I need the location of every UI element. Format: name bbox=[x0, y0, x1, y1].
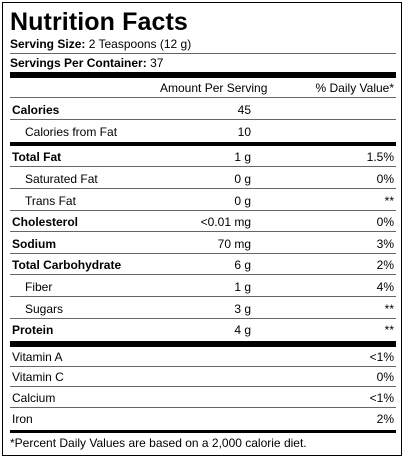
daily-value-footnote: *Percent Daily Values are based on a 2,0… bbox=[10, 436, 307, 450]
nutrient-amount: 6 g bbox=[234, 258, 251, 272]
row-divider bbox=[10, 210, 396, 211]
row-divider bbox=[10, 188, 396, 189]
nutrient-daily-value: 4% bbox=[376, 280, 394, 294]
row-divider bbox=[10, 318, 396, 319]
nutrient-row-sugars: Sugars 3 g ** bbox=[10, 299, 396, 319]
vitamin-daily-value: <1% bbox=[369, 350, 394, 364]
nutrient-row-calories-from-fat: Calories from Fat 10 bbox=[10, 122, 396, 142]
serving-size-label: Serving Size: bbox=[10, 37, 86, 51]
nutrient-name: Fiber bbox=[25, 280, 53, 294]
nutrient-amount: 10 bbox=[237, 125, 251, 139]
servings-per-container-label: Servings Per Container: bbox=[10, 56, 147, 70]
nutrient-amount: 0 g bbox=[234, 172, 251, 186]
nutrient-name: Calories from Fat bbox=[25, 125, 118, 139]
nutrient-name: Cholesterol bbox=[12, 215, 79, 229]
nutrient-amount: 70 mg bbox=[217, 237, 251, 251]
nutrient-name: Total Fat bbox=[12, 150, 62, 164]
thick-divider-calories bbox=[10, 142, 396, 146]
nutrient-row-trans-fat: Trans Fat 0 g ** bbox=[10, 191, 396, 211]
vitamin-name: Vitamin A bbox=[12, 350, 63, 364]
amount-per-serving-header: Amount Per Serving bbox=[160, 81, 268, 95]
row-divider bbox=[10, 366, 396, 367]
nutrient-amount: 45 bbox=[237, 103, 251, 117]
vitamin-daily-value: <1% bbox=[369, 391, 394, 405]
nutrition-facts-label: Nutrition Facts Serving Size: 2 Teaspoon… bbox=[2, 2, 402, 456]
column-header-row: Amount Per Serving % Daily Value* bbox=[10, 78, 396, 98]
nutrient-daily-value: ** bbox=[384, 323, 394, 337]
vitamin-name: Calcium bbox=[12, 391, 56, 405]
row-divider bbox=[10, 119, 396, 120]
nutrient-row-protein: Protein 4 g ** bbox=[10, 320, 396, 340]
vitamin-name: Vitamin C bbox=[12, 370, 64, 384]
row-divider bbox=[10, 296, 396, 297]
row-divider bbox=[10, 97, 396, 98]
nutrient-daily-value: 0% bbox=[376, 172, 394, 186]
servings-per-container-line: Servings Per Container: 37 bbox=[10, 56, 163, 70]
nutrient-row-sodium: Sodium 70 mg 3% bbox=[10, 234, 396, 254]
nutrient-amount: <0.01 mg bbox=[200, 215, 251, 229]
vitamin-row-vitamin-a: Vitamin A <1% bbox=[10, 347, 396, 367]
daily-value-header: % Daily Value* bbox=[315, 81, 394, 95]
serving-divider bbox=[10, 53, 396, 54]
thick-divider-vitamins bbox=[10, 341, 396, 347]
nutrient-name: Saturated Fat bbox=[25, 172, 98, 186]
nutrient-name: Calories bbox=[12, 103, 60, 117]
vitamin-daily-value: 2% bbox=[376, 412, 394, 426]
thick-divider-top bbox=[10, 72, 396, 78]
row-divider bbox=[10, 274, 396, 275]
nutrient-row-calories: Calories 45 bbox=[10, 100, 396, 120]
nutrient-amount: 0 g bbox=[234, 194, 251, 208]
nutrient-row-fiber: Fiber 1 g 4% bbox=[10, 277, 396, 297]
row-divider bbox=[10, 253, 396, 254]
nutrient-name: Sodium bbox=[12, 237, 56, 251]
row-divider bbox=[10, 386, 396, 387]
nutrient-daily-value: ** bbox=[384, 194, 394, 208]
nutrient-amount: 3 g bbox=[234, 302, 251, 316]
nutrient-row-total-fat: Total Fat 1 g 1.5% bbox=[10, 147, 396, 167]
servings-per-container-value: 37 bbox=[150, 56, 164, 70]
nutrient-row-cholesterol: Cholesterol <0.01 mg 0% bbox=[10, 212, 396, 232]
nutrient-amount: 4 g bbox=[234, 323, 251, 337]
nutrient-daily-value: ** bbox=[384, 302, 394, 316]
nutrient-amount: 1 g bbox=[234, 280, 251, 294]
label-title: Nutrition Facts bbox=[10, 8, 188, 36]
nutrient-name: Total Carbohydrate bbox=[12, 258, 122, 272]
thick-divider-footnote bbox=[10, 430, 396, 433]
serving-size-line: Serving Size: 2 Teaspoons (12 g) bbox=[10, 37, 191, 51]
row-divider bbox=[10, 231, 396, 232]
nutrient-row-total-carbohydrate: Total Carbohydrate 6 g 2% bbox=[10, 255, 396, 275]
nutrient-name: Trans Fat bbox=[25, 194, 76, 208]
vitamin-row-vitamin-c: Vitamin C 0% bbox=[10, 367, 396, 387]
nutrient-daily-value: 1.5% bbox=[366, 150, 394, 164]
vitamin-row-iron: Iron 2% bbox=[10, 409, 396, 429]
vitamin-name: Iron bbox=[12, 412, 33, 426]
row-divider bbox=[10, 407, 396, 408]
nutrient-daily-value: 2% bbox=[376, 258, 394, 272]
nutrient-daily-value: 0% bbox=[376, 215, 394, 229]
serving-size-value: 2 Teaspoons (12 g) bbox=[88, 37, 192, 51]
nutrient-row-saturated-fat: Saturated Fat 0 g 0% bbox=[10, 169, 396, 189]
vitamin-row-calcium: Calcium <1% bbox=[10, 388, 396, 408]
row-divider bbox=[10, 166, 396, 167]
nutrient-daily-value: 3% bbox=[376, 237, 394, 251]
nutrient-name: Protein bbox=[12, 323, 54, 337]
nutrient-amount: 1 g bbox=[234, 150, 251, 164]
vitamin-daily-value: 0% bbox=[376, 370, 394, 384]
nutrient-name: Sugars bbox=[25, 302, 64, 316]
